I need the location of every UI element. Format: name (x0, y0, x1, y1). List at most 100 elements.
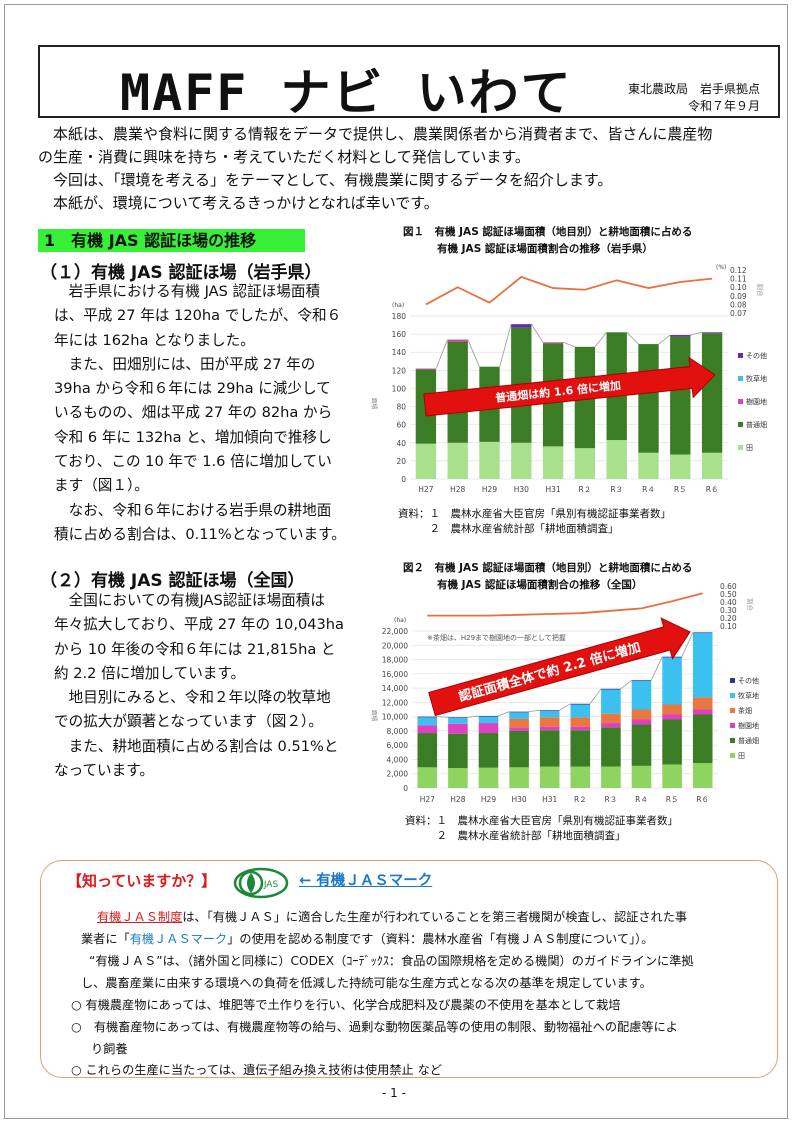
bar-segment-茶畑 (631, 709, 652, 720)
bar-segment-茶畑 (692, 697, 713, 710)
x-tick-label: R３ (610, 485, 623, 494)
intro-line: 今回は、「環境を考える」をテーマとして、有機農業に関するデータを紹介します。 (38, 171, 613, 189)
bar-segment-田 (638, 452, 659, 479)
legend-swatch (730, 693, 735, 698)
ratio-line (427, 592, 703, 617)
bullet-item-cont: り飼養 (91, 1042, 128, 1056)
bar-segment-田 (447, 442, 468, 479)
bar-segment-樹園地 (570, 726, 591, 731)
body-line: 積に占める割合は、0.11%となっています。 (54, 525, 346, 543)
bar-segment-牧草地 (570, 704, 591, 718)
body-line: 全国においての有機JAS認証ほ場面積は (54, 592, 325, 609)
connector-line (437, 716, 449, 718)
x-tick-label: H29 (482, 485, 497, 494)
bar-segment-その他 (511, 324, 532, 328)
y-axis-label: 面積 (370, 398, 378, 410)
page-frame (4, 4, 788, 1119)
legend-swatch (730, 738, 735, 743)
x-tick-label: H27 (418, 485, 433, 494)
text: 業者に「 (81, 932, 130, 946)
figure2-chart: 0 2,000 4,000 6,000 8,000 10,000 12,000 14,000 1… (370, 582, 759, 804)
box-paragraph: 業者に「有機ＪＡＳマーク」の使用を認める制度です（資料：農林水産省「有機ＪＡＳ制… (81, 929, 653, 951)
intro-line: の生産・消費に興味を持ち・考えていただく材料として発信しています。 (38, 148, 530, 166)
body-line: は、平成 27 年は 120ha でしたが、令和６ (54, 307, 342, 325)
source-line: 資料：１ 農林水産省大臣官房「県別有機認証事業者数」 (398, 508, 671, 520)
y-tick-label: 80 (396, 403, 406, 412)
header-box: MAFF ナビ いわて 東北農政局 岩手県拠点 令和７年９月 (38, 45, 780, 122)
bar-segment-樹園地 (478, 723, 499, 734)
jas-mark-logo: JAS (233, 867, 289, 899)
bar-segment-田 (417, 767, 438, 788)
connector-line (589, 688, 602, 705)
bar-segment-普通畑 (670, 336, 691, 455)
chart-note: ※茶畑は、H29まで樹園地の一部として把握 (427, 633, 566, 642)
legend-label: 普通畑 (746, 420, 767, 429)
bullet-item: ○ これらの生産に当たっては、遺伝子組み換え技術は使用禁止 など (71, 1063, 442, 1077)
body-line: から 10 年後の令和６年には 21,815ha と (54, 640, 336, 658)
did-you-know-box: 【知っていますか？】 JAS ← 有機ＪＡＳマーク 有機ＪＡＳ制度は、「有機ＪＡ… (40, 860, 778, 1078)
bar-segment-田 (539, 766, 560, 788)
legend-swatch (738, 353, 743, 358)
x-tick-label: R３ (605, 795, 618, 804)
intro: 本紙は、農業や食料に関する情報をデータで提供し、農業関係者から消費者まで、皆さん… (38, 123, 712, 215)
bar-segment-田 (448, 768, 468, 788)
ratio-tick-label: 0.07 (730, 309, 747, 318)
ratio-tick-label: 0.10 (720, 622, 737, 631)
ratio-tick-label: 0.09 (730, 292, 747, 301)
bar-segment-牧草地 (417, 717, 438, 726)
bar-segment-田 (574, 448, 596, 479)
svg-text:JAS: JAS (263, 880, 279, 890)
ratio-tick-label: 0.40 (720, 598, 737, 607)
bar-segment-普通畑 (417, 733, 438, 768)
bar-segment-普通畑 (631, 724, 652, 766)
bullet-item: ○ 有機農産物にあっては、堆肥等で土作りを行い、化学合成肥料及び農薬の不使用を基… (71, 998, 621, 1012)
legend-swatch (738, 422, 743, 427)
connector-line (498, 711, 510, 717)
bar-segment-田 (606, 440, 627, 479)
body-line: ます（図１）。 (54, 477, 149, 495)
body-line: いるものの、畑は平成 27 年の 82ha から (54, 404, 333, 422)
bar-segment-牧草地 (662, 657, 682, 705)
body-text-iwate: 岩手県における有機 JAS 認証ほ場面積 は、平成 27 年は 120ha でした… (54, 280, 346, 547)
body-line: 約 2.2 倍に増加しています。 (54, 664, 246, 682)
legend-label: その他 (746, 351, 767, 360)
y-tick-label: 40 (396, 439, 406, 448)
bar-segment-普通畑 (638, 344, 659, 453)
org-name: 東北農政局 岩手県拠点 (627, 82, 760, 96)
y-tick-label: 20 (396, 457, 406, 466)
bar-segment-その他 (692, 632, 713, 634)
ratio-tick-label: 0.20 (720, 614, 737, 623)
y-tick-label: 12,000 (382, 698, 408, 707)
y-tick-label: 0 (401, 475, 406, 484)
x-tick-label: R４ (642, 485, 655, 494)
source-line: ２ 農林水産省統計部「耕地面積調査」 (405, 830, 626, 842)
connector-line (528, 709, 540, 713)
bar-segment-普通畑 (662, 719, 682, 765)
bar-segment-樹園地 (692, 709, 713, 715)
bar-segment-その他 (417, 716, 438, 718)
text: は、「有機ＪＡＳ」に適合した生産が行われていることを第三者機関が検査し、認証され… (182, 910, 688, 924)
bar-segment-普通畑 (601, 727, 621, 767)
legend-label: 田 (738, 752, 745, 760)
bar-segment-樹園地 (448, 723, 468, 734)
connector-line (499, 324, 512, 367)
connector-line (626, 332, 639, 345)
y-tick-label: 10,000 (382, 713, 408, 722)
y-tick-label: 60 (396, 421, 406, 430)
bar-segment-その他 (601, 688, 621, 690)
y-tick-label: 18,000 (382, 656, 408, 665)
figure1-title: 図１ 有機 JAS 認証ほ場面積（地目別）と耕地面積に占める 有機 JAS 認証… (403, 224, 692, 258)
legend-swatch (738, 376, 743, 381)
connector-line (620, 679, 632, 690)
ratio-tick-label: 0.11 (730, 275, 747, 284)
bar-segment-田 (670, 454, 691, 479)
arrow-shape (428, 617, 691, 717)
box-heading: 【知っていますか？】 (67, 872, 217, 890)
bar-segment-普通畑 (478, 733, 499, 768)
x-tick-label: H31 (546, 485, 561, 494)
figure2-title: 図２ 有機 JAS 認証ほ場面積（地目別）と耕地面積に占める 有機 JAS 認証… (403, 560, 692, 594)
y-tick-label: 22,000 (382, 627, 408, 636)
connector-line (681, 632, 694, 657)
subsection-title-national: （２）有機 JAS 認証ほ場（全国） (40, 571, 305, 591)
intro-line: 本紙は、農業や食料に関する情報をデータで提供し、農業関係者から消費者まで、皆さん… (38, 125, 713, 143)
